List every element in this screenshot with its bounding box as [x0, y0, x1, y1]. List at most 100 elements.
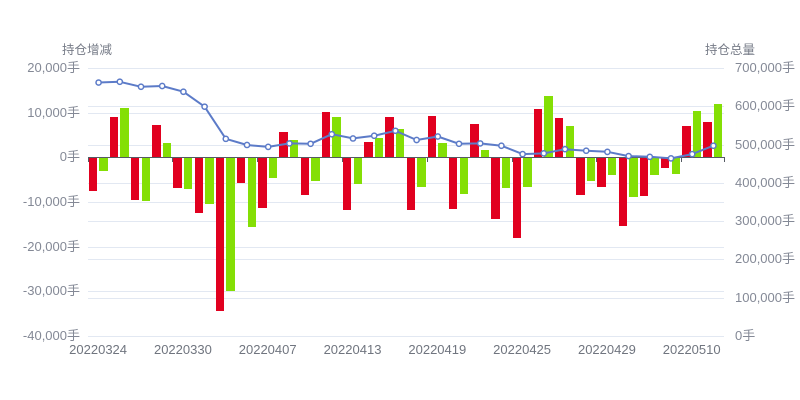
line-marker[interactable]	[137, 83, 144, 91]
bar-red[interactable]	[194, 157, 204, 214]
line-marker[interactable]	[624, 152, 632, 160]
line-marker[interactable]	[667, 155, 674, 162]
line-marker[interactable]	[349, 135, 356, 142]
bar-green[interactable]	[438, 143, 447, 158]
grid-line-right	[87, 182, 724, 184]
bar-green[interactable]	[586, 157, 596, 181]
line-marker[interactable]	[94, 79, 102, 86]
bar-red[interactable]	[258, 157, 267, 209]
bar-green[interactable]	[565, 125, 575, 158]
line-marker[interactable]	[645, 153, 653, 161]
x-axis-tick	[426, 157, 428, 163]
line-marker[interactable]	[221, 135, 229, 143]
line-marker[interactable]	[200, 103, 208, 111]
line-marker[interactable]	[709, 142, 717, 150]
bar-red[interactable]	[152, 125, 161, 158]
bar-red[interactable]	[364, 142, 373, 158]
bar-red[interactable]	[130, 157, 140, 201]
line-marker[interactable]	[264, 143, 272, 151]
bar-green[interactable]	[607, 157, 617, 176]
bar-green[interactable]	[650, 157, 659, 176]
bar-green[interactable]	[459, 157, 469, 194]
line-marker[interactable]	[433, 133, 441, 140]
bar-green[interactable]	[120, 107, 129, 158]
bar-red[interactable]	[385, 117, 394, 158]
bar-green[interactable]	[162, 143, 172, 158]
line-marker[interactable]	[688, 150, 696, 158]
line-marker[interactable]	[115, 78, 123, 86]
bar-red[interactable]	[576, 157, 585, 195]
line-marker[interactable]	[539, 150, 547, 157]
bar-red[interactable]	[554, 118, 564, 158]
left-axis-tick-label: 10,000手	[27, 104, 80, 120]
bar-red[interactable]	[470, 124, 479, 158]
bar-green[interactable]	[417, 157, 426, 187]
bar-green[interactable]	[544, 95, 553, 158]
bar-green[interactable]	[99, 157, 108, 172]
line-marker[interactable]	[476, 140, 484, 147]
line-marker[interactable]	[327, 130, 335, 138]
line-marker[interactable]	[306, 140, 314, 148]
bar-green[interactable]	[374, 137, 384, 158]
left-axis-tick-label: -20,000手	[22, 238, 80, 254]
bar-red[interactable]	[342, 157, 352, 211]
line-marker[interactable]	[497, 142, 505, 150]
line-marker[interactable]	[158, 82, 166, 90]
bar-green[interactable]	[713, 103, 723, 158]
line-path	[98, 80, 714, 160]
bar-green[interactable]	[353, 157, 363, 185]
bar-red[interactable]	[597, 157, 606, 187]
line-marker[interactable]	[179, 88, 187, 96]
bar-red[interactable]	[660, 157, 670, 169]
bar-green[interactable]	[671, 157, 681, 175]
bar-red[interactable]	[88, 157, 98, 191]
bar-green[interactable]	[629, 157, 638, 197]
bar-green[interactable]	[226, 157, 235, 291]
line-marker[interactable]	[243, 141, 250, 149]
bar-red[interactable]	[533, 109, 543, 158]
line-marker[interactable]	[455, 140, 462, 148]
bar-red[interactable]	[448, 157, 458, 210]
bar-red[interactable]	[109, 116, 119, 158]
x-axis-tick	[723, 157, 725, 163]
grid-line-left	[87, 112, 724, 114]
bar-red[interactable]	[215, 157, 225, 312]
bar-green[interactable]	[395, 129, 405, 158]
bar-red[interactable]	[639, 157, 649, 196]
bar-red[interactable]	[703, 122, 712, 158]
bar-green[interactable]	[268, 157, 278, 178]
bar-red[interactable]	[491, 157, 500, 219]
line-marker[interactable]	[285, 140, 293, 147]
line-marker[interactable]	[582, 147, 590, 155]
bar-red[interactable]	[173, 157, 182, 189]
bar-green[interactable]	[289, 139, 299, 158]
bar-green[interactable]	[205, 157, 214, 205]
bar-red[interactable]	[321, 112, 331, 158]
bar-red[interactable]	[682, 126, 691, 158]
line-marker[interactable]	[561, 145, 568, 153]
line-marker[interactable]	[518, 150, 526, 158]
bar-red[interactable]	[406, 157, 416, 211]
line-marker[interactable]	[412, 136, 420, 144]
bar-green[interactable]	[523, 157, 532, 187]
bar-green[interactable]	[183, 157, 193, 190]
bar-red[interactable]	[236, 157, 246, 184]
bar-green[interactable]	[332, 116, 341, 158]
grid-line-right	[87, 259, 724, 261]
x-axis-tick-label: 20220324	[69, 342, 128, 357]
total-position-line	[94, 78, 717, 162]
bar-green[interactable]	[692, 110, 702, 158]
bar-green[interactable]	[141, 157, 151, 201]
bar-green[interactable]	[480, 150, 490, 158]
right-axis-tick-label: 600,000手	[735, 98, 795, 114]
bar-red[interactable]	[512, 157, 522, 238]
line-marker[interactable]	[603, 148, 611, 156]
line-marker[interactable]	[370, 132, 378, 140]
bar-green[interactable]	[501, 157, 511, 189]
bar-green[interactable]	[247, 157, 257, 227]
bar-red[interactable]	[300, 157, 310, 196]
bar-red[interactable]	[618, 157, 628, 226]
line-marker[interactable]	[391, 127, 399, 135]
grid-line-right	[87, 106, 724, 108]
bar-green[interactable]	[311, 157, 320, 181]
